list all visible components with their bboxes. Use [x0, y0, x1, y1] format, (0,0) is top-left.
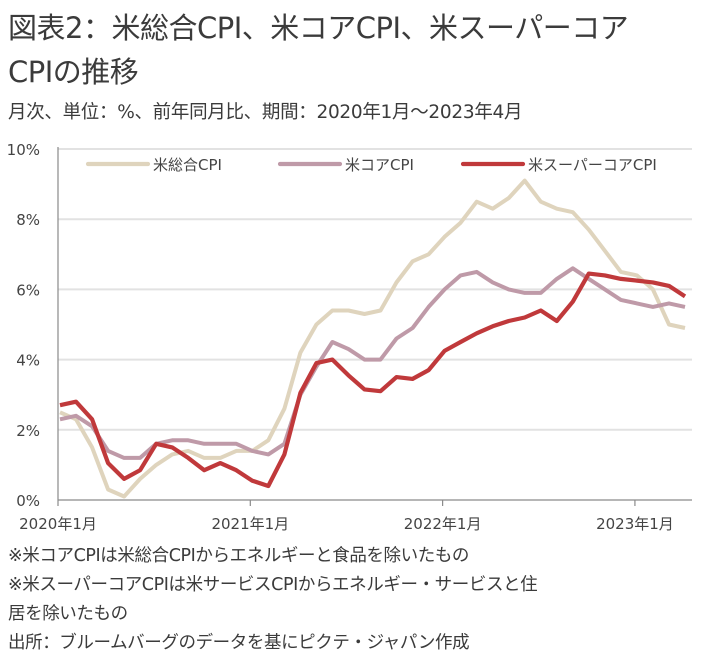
- chart-title-line1: 図表2：米総合CPI、米コアCPI、米スーパーコア: [8, 11, 629, 45]
- chart-title-line2: CPIの推移: [8, 55, 139, 89]
- y-tick-label: 0%: [16, 492, 40, 510]
- x-tick-label: 2022年1月: [404, 515, 482, 533]
- series-line-2: [59, 266, 686, 460]
- x-tick-label: 2020年1月: [19, 515, 97, 533]
- x-tick-label: 2021年1月: [211, 515, 289, 533]
- chart-title: 図表2：米総合CPI、米コアCPI、米スーパーコア CPIの推移: [8, 6, 708, 94]
- footnote-supercore-def-cont: 居を除いたもの: [8, 604, 128, 624]
- chart-subtitle: 月次、単位：%、前年同月比、期間：2020年1月～2023年4月: [8, 102, 523, 123]
- series-line-1: [59, 178, 686, 499]
- y-axis: 0% 2% 4% 6% 8% 10%: [7, 141, 59, 510]
- legend-label: 米コアCPI: [345, 156, 414, 174]
- y-tick-label: 8%: [16, 211, 40, 229]
- y-tick-label: 10%: [7, 141, 40, 159]
- line-chart: 0% 2% 4% 6% 8% 10% 2020年1月 2021年1月 2022年1月 2023年…: [7, 141, 692, 533]
- footnote-source: 出所：ブルームバーグのデータを基にピクテ・ジャパン作成: [8, 633, 470, 653]
- legend-item: 米スーパーコアCPI: [460, 156, 657, 174]
- legend-label: 米総合CPI: [153, 156, 222, 174]
- footnote-supercore-def: ※米スーパーコアCPIは米サービスCPIからエネルギー・サービスと住: [8, 575, 538, 595]
- footnotes: ※米コアCPIは米総合CPIからエネルギーと食品を除いたもの ※米スーパーコアC…: [8, 542, 708, 658]
- x-tick-label: 2023年1月: [596, 515, 674, 533]
- y-tick-label: 2%: [16, 422, 40, 440]
- series-lines: [59, 178, 687, 499]
- legend: 米総合CPI 米コアCPI 米スーパーコアCPI: [85, 156, 657, 174]
- legend-label: 米スーパーコアCPI: [528, 156, 657, 174]
- legend-item: 米総合CPI: [85, 156, 222, 174]
- y-tick-label: 6%: [16, 281, 40, 299]
- footnote-core-def: ※米コアCPIは米総合CPIからエネルギーと食品を除いたもの: [8, 546, 470, 566]
- gridlines: [58, 148, 692, 431]
- x-axis: 2020年1月 2021年1月 2022年1月 2023年1月: [19, 499, 692, 533]
- y-tick-label: 4%: [16, 352, 40, 370]
- series-line-3: [59, 271, 687, 489]
- legend-item: 米コアCPI: [277, 156, 414, 174]
